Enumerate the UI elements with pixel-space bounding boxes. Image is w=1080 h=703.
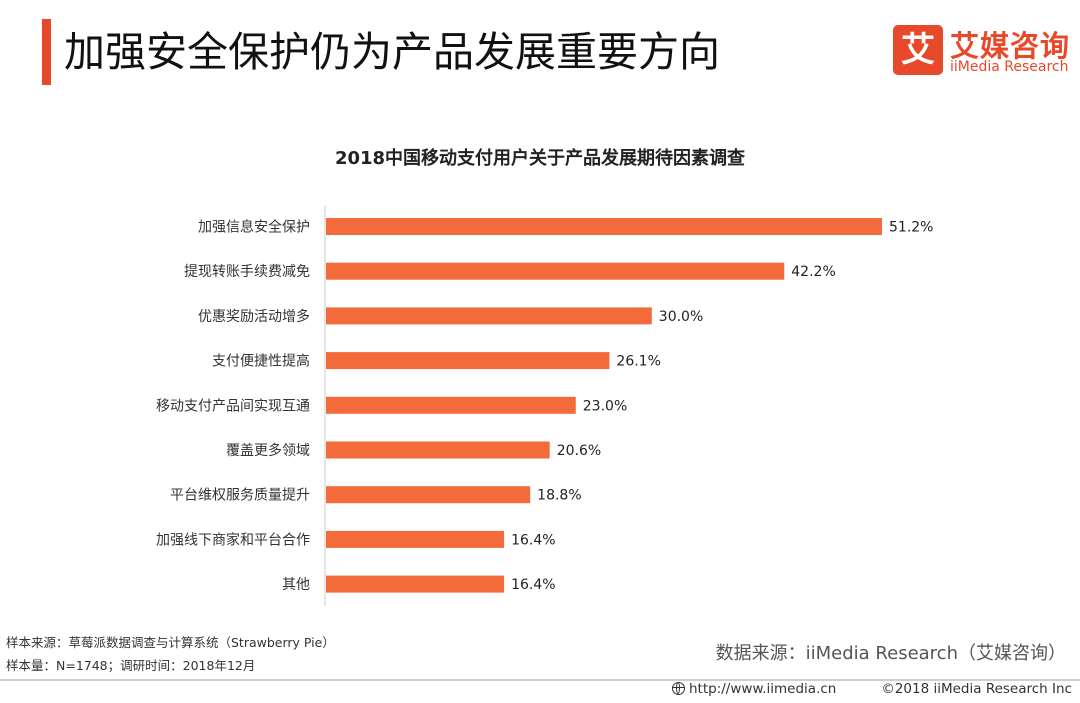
brand-logo: 艾 艾媒咨询 iiMedia Research <box>893 25 1073 81</box>
bar <box>326 575 505 593</box>
value-label: 51.2% <box>889 220 933 236</box>
bar <box>326 396 576 414</box>
title-accent-bar <box>42 19 51 85</box>
category-label: 平台维权服务质量提升 <box>170 488 310 504</box>
logo-mark-icon: 艾 <box>893 25 943 75</box>
data-source-note: 数据来源：iiMedia Research（艾媒咨询） <box>715 643 1066 664</box>
logo-mark-glyph: 艾 <box>901 30 935 70</box>
category-label: 加强线下商家和平台合作 <box>156 531 310 548</box>
value-label: 16.4% <box>511 577 555 593</box>
globe-icon <box>672 682 685 695</box>
category-label: 支付便捷性提高 <box>212 353 310 370</box>
footer-copyright: ©2018 iiMedia Research Inc <box>881 681 1072 697</box>
value-label: 18.8% <box>537 488 581 504</box>
footer-url-text: http://www.iimedia.cn <box>689 681 837 697</box>
brand-name-en: iiMedia Research <box>950 59 1069 75</box>
brand-name-cn: 艾媒咨询 <box>950 29 1071 63</box>
category-label: 优惠奖励活动增多 <box>198 308 310 325</box>
value-label: 26.1% <box>616 354 660 370</box>
bar <box>326 262 785 280</box>
sample-size-note: 样本量：N=1748；调研时间：2018年12月 <box>6 658 256 673</box>
value-label: 20.6% <box>557 443 601 459</box>
category-label: 其他 <box>282 577 310 593</box>
footer-url[interactable]: http://www.iimedia.cn <box>672 681 836 697</box>
value-label: 42.2% <box>791 264 835 280</box>
page-title: 加强安全保护仍为产品发展重要方向 <box>64 28 720 76</box>
category-label: 提现转账手续费减免 <box>184 263 310 280</box>
category-label: 移动支付产品间实现互通 <box>156 398 310 414</box>
category-label: 覆盖更多领域 <box>226 442 310 459</box>
bar <box>326 218 882 235</box>
footer-divider <box>0 679 1080 681</box>
value-label: 16.4% <box>511 532 555 548</box>
value-label: 30.0% <box>659 309 703 325</box>
bar <box>326 352 610 370</box>
bar <box>326 441 550 459</box>
bar <box>326 307 652 325</box>
value-label: 23.0% <box>583 398 627 414</box>
bar <box>326 530 505 548</box>
category-label: 加强信息安全保护 <box>198 219 310 236</box>
sample-source-note: 样本来源：草莓派数据调查与计算系统（Strawberry Pie） <box>6 635 335 650</box>
chart-title: 2018中国移动支付用户关于产品发展期待因素调查 <box>335 147 745 169</box>
bar <box>326 486 531 504</box>
